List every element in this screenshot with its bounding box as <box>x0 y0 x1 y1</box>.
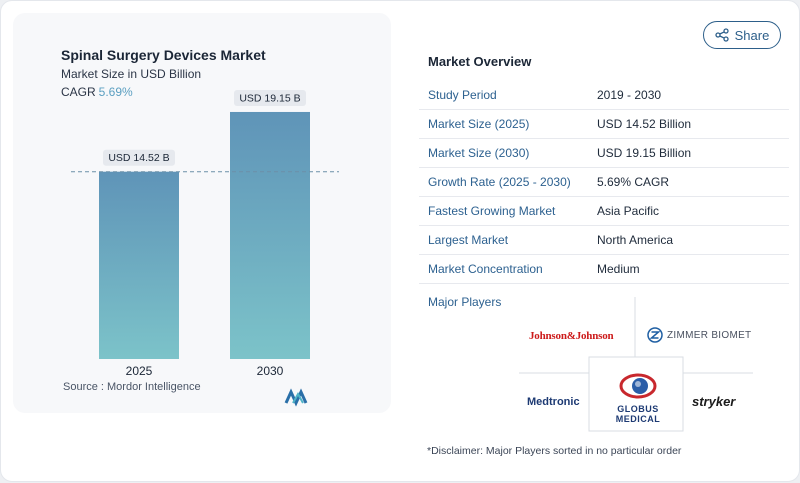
stryker-logo: stryker <box>692 394 736 409</box>
overview-row: Market Size (2030) USD 19.15 Billion <box>419 139 789 168</box>
row-value: 2019 - 2030 <box>597 88 662 102</box>
globus-globe-icon <box>619 373 657 399</box>
row-value: Asia Pacific <box>597 204 660 218</box>
overview-row: Market Concentration Medium <box>419 255 789 284</box>
bar-2030 <box>230 111 310 359</box>
globus-text: GLOBUS <box>617 404 659 414</box>
cagr-value: 5.69% <box>98 85 133 99</box>
mordor-logo-icon <box>284 388 308 407</box>
overview-title: Market Overview <box>428 54 532 69</box>
disclaimer: *Disclaimer: Major Players sorted in no … <box>427 445 682 457</box>
overview-table: Study Period 2019 - 2030 Market Size (202… <box>419 81 789 284</box>
x-tick-label: 2030 <box>257 364 284 378</box>
row-key: Market Size (2030) <box>428 146 530 160</box>
bar-chart: USD 14.52 B 2025 USD 19.15 B 2030 <box>71 89 339 407</box>
data-label: USD 14.52 B <box>108 152 169 164</box>
chart-card <box>13 13 391 413</box>
share-label: Share <box>734 27 770 43</box>
x-tick-label: 2025 <box>126 364 153 378</box>
overview-row: Fastest Growing Market Asia Pacific <box>419 197 789 226</box>
cagr-label: CAGR <box>61 85 96 99</box>
chart-cagr: CAGR 5.69% <box>61 85 133 99</box>
row-key: Largest Market <box>428 233 509 247</box>
overview-row: Study Period 2019 - 2030 <box>419 81 789 110</box>
row-key: Study Period <box>428 88 497 102</box>
row-value: USD 14.52 Billion <box>597 117 692 131</box>
globus-subtext: MEDICAL <box>615 414 661 424</box>
share-button[interactable]: Share <box>703 21 781 49</box>
source-label: Source : Mordor Intelligence <box>63 381 201 393</box>
row-key: Market Size (2025) <box>428 117 530 131</box>
overview-row: Market Size (2025) USD 14.52 Billion <box>419 110 789 139</box>
overview-row: Largest Market North America <box>419 226 789 255</box>
chart-subtitle: Market Size in USD Billion <box>61 67 202 81</box>
row-key: Market Concentration <box>428 262 543 276</box>
major-players-label: Major Players <box>428 295 502 309</box>
row-key: Growth Rate (2025 - 2030) <box>428 175 571 189</box>
row-value: North America <box>597 233 674 247</box>
zimmer-biomet-logo: ZIMMER BIOMET <box>647 327 751 343</box>
zimmer-biomet-icon <box>647 327 663 343</box>
data-label: USD 19.15 B <box>239 92 300 104</box>
globus-medical-logo: GLOBUS MEDICAL <box>607 373 669 424</box>
data-label-box <box>103 149 175 166</box>
bar-2025 <box>99 171 179 359</box>
zimmer-biomet-text: ZIMMER BIOMET <box>667 329 752 341</box>
row-value: USD 19.15 Billion <box>597 146 692 160</box>
row-value: 5.69% CAGR <box>597 175 670 189</box>
medtronic-logo: Medtronic <box>527 396 580 408</box>
share-icon <box>714 28 729 42</box>
row-key: Fastest Growing Market <box>428 204 556 218</box>
data-label-box <box>234 89 306 106</box>
overview-row: Growth Rate (2025 - 2030) 5.69% CAGR <box>419 168 789 197</box>
johnson-and-johnson-logo: Johnson&Johnson <box>529 330 614 342</box>
row-value: Medium <box>597 262 640 276</box>
chart-title: Spinal Surgery Devices Market <box>61 47 266 63</box>
